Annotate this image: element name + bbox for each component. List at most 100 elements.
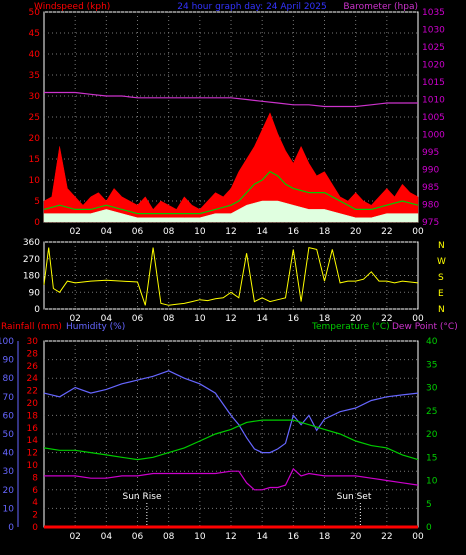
lower-x-tick-02: 02	[69, 532, 80, 542]
humidity-y-tick-80: 80	[3, 374, 15, 384]
barometer-y-tick-980: 980	[422, 201, 439, 211]
compass-label-e: E	[438, 289, 444, 299]
barometer-axis-title: Barometer (hpa)	[343, 2, 418, 12]
series-barometer-line	[44, 91, 418, 108]
rain-y-tick-0: 0	[32, 523, 38, 533]
humidity-axis-title: Humidity (%)	[66, 322, 125, 332]
direction-x-tick-14: 14	[256, 314, 268, 324]
series-wind-average-area	[43, 200, 419, 223]
barometer-y-tick-975: 975	[422, 218, 439, 228]
direction-y-tick-0: 0	[34, 305, 40, 315]
barometer-y-tick-1010: 1010	[422, 96, 445, 106]
lower-x-tick-14: 14	[256, 532, 268, 542]
wind-x-tick-22: 22	[381, 227, 392, 237]
sunset-label: Sun Set	[337, 492, 372, 502]
barometer-y-tick-1025: 1025	[422, 43, 445, 53]
compass-label-s: S	[438, 273, 444, 283]
sunrise-label: Sun Rise	[123, 492, 162, 502]
direction-y-tick-180: 180	[23, 272, 40, 282]
wind-y-tick-35: 35	[29, 71, 40, 81]
barometer-y-tick-1015: 1015	[422, 78, 445, 88]
wind-y-tick-15: 15	[29, 155, 40, 165]
wind-y-tick-5: 5	[34, 197, 40, 207]
wind-y-tick-45: 45	[29, 29, 40, 39]
humidity-y-tick-10: 10	[3, 504, 15, 514]
rain-y-tick-30: 30	[27, 337, 39, 347]
direction-x-tick-02: 02	[69, 314, 80, 324]
series-wind-direction-line	[43, 246, 419, 306]
wind-y-tick-10: 10	[29, 176, 41, 186]
wind-x-tick-06: 06	[132, 227, 144, 237]
rain-y-tick-10: 10	[27, 461, 39, 471]
wind-x-tick-08: 08	[163, 227, 175, 237]
temperature-y-tick-20: 20	[426, 430, 438, 440]
rain-y-tick-2: 2	[32, 511, 38, 521]
lower-x-tick-22: 22	[381, 532, 392, 542]
rain-y-tick-18: 18	[27, 411, 39, 421]
rain-y-tick-6: 6	[32, 486, 38, 496]
wind-x-tick-14: 14	[256, 227, 268, 237]
direction-x-tick-18: 18	[319, 314, 331, 324]
direction-x-tick-20: 20	[350, 314, 362, 324]
direction-x-tick-08: 08	[163, 314, 175, 324]
series-temperature-line	[43, 419, 419, 461]
temperature-y-tick-30: 30	[426, 384, 438, 394]
humidity-y-tick-40: 40	[3, 449, 15, 459]
lower-x-tick-10: 10	[194, 532, 206, 542]
rain-y-tick-20: 20	[27, 399, 39, 409]
direction-x-tick-04: 04	[101, 314, 113, 324]
lower-x-tick-20: 20	[350, 532, 362, 542]
barometer-y-tick-1030: 1030	[422, 26, 445, 36]
direction-x-tick-00: 00	[412, 314, 424, 324]
wind-y-tick-50: 50	[29, 8, 41, 18]
lower-x-tick-18: 18	[319, 532, 331, 542]
temperature-y-tick-35: 35	[426, 360, 437, 370]
temperature-y-tick-25: 25	[426, 407, 437, 417]
lower-x-tick-12: 12	[225, 532, 236, 542]
wind-x-tick-12: 12	[225, 227, 236, 237]
wind-y-tick-0: 0	[34, 218, 40, 228]
direction-x-tick-16: 16	[288, 314, 300, 324]
temperature-y-tick-0: 0	[426, 523, 432, 533]
lower-x-tick-04: 04	[101, 532, 113, 542]
rain-y-tick-16: 16	[27, 424, 39, 434]
temperature-y-tick-5: 5	[426, 500, 432, 510]
barometer-y-tick-1000: 1000	[422, 131, 445, 141]
barometer-y-tick-985: 985	[422, 183, 439, 193]
humidity-y-tick-0: 0	[8, 523, 14, 533]
barometer-y-tick-990: 990	[422, 166, 439, 176]
temperature-y-tick-15: 15	[426, 453, 437, 463]
wind-x-tick-20: 20	[350, 227, 362, 237]
wind-x-tick-02: 02	[69, 227, 80, 237]
wind-y-tick-25: 25	[29, 113, 40, 123]
rainfall-axis-title: Rainfall (mm)	[1, 322, 62, 332]
temperature-y-tick-40: 40	[426, 337, 438, 347]
direction-y-tick-360: 360	[23, 238, 40, 248]
direction-x-tick-12: 12	[225, 314, 236, 324]
wind-y-tick-40: 40	[29, 50, 41, 60]
barometer-y-tick-1020: 1020	[422, 61, 445, 71]
compass-label-n-top: N	[438, 241, 445, 251]
direction-x-tick-06: 06	[132, 314, 144, 324]
direction-x-tick-22: 22	[381, 314, 392, 324]
rain-y-tick-8: 8	[32, 473, 38, 483]
wind-x-tick-10: 10	[194, 227, 206, 237]
rain-y-tick-22: 22	[27, 387, 38, 397]
series-gust-area	[43, 112, 419, 223]
compass-label-n-bottom: N	[438, 305, 445, 315]
windspeed-axis-title: Windspeed (kph)	[34, 2, 110, 12]
series-gust-average-line	[43, 170, 419, 215]
wind-x-tick-18: 18	[319, 227, 331, 237]
series-dewpoint-line	[44, 467, 419, 491]
barometer-y-tick-1005: 1005	[422, 113, 445, 123]
wind-x-tick-04: 04	[101, 227, 113, 237]
dewpoint-axis-title: Dew Point (°C)	[392, 322, 458, 332]
wind-direction-compass-labels: N W S E N	[437, 241, 446, 315]
temperature-axis-title: Temperature (°C)	[311, 322, 390, 332]
lower-x-tick-08: 08	[163, 532, 175, 542]
humidity-y-tick-20: 20	[3, 486, 15, 496]
lower-x-tick-00: 00	[412, 532, 424, 542]
rain-y-tick-28: 28	[27, 349, 39, 359]
direction-x-tick-10: 10	[194, 314, 206, 324]
